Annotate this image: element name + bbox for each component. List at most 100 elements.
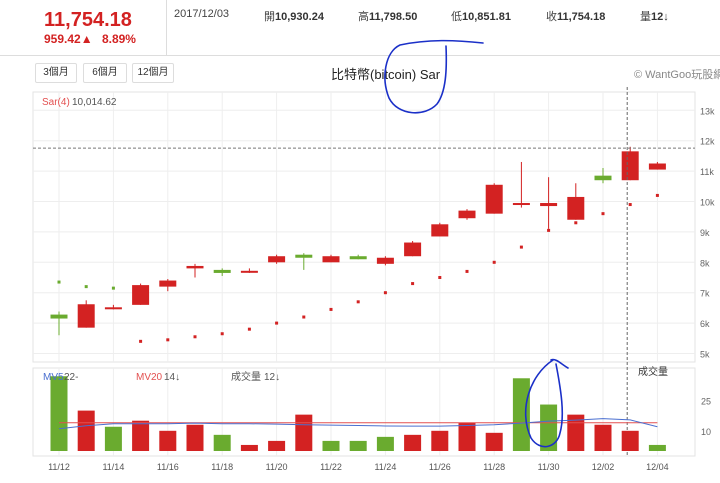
volume-y-tick: 25 [701,397,711,407]
change-percent: 8.89% [101,32,136,46]
price-y-tick: 11k [700,167,714,177]
volume-bar [404,434,422,451]
ma20-legend-value: 14↓ [164,372,180,383]
volume-y-tick: 10 [701,427,711,437]
range-3m-button[interactable]: 3個月 [35,63,77,83]
volume-legend-value: 12↓ [264,372,280,383]
candle-body [268,256,286,263]
volume-bar [213,434,231,451]
volume-legend-name: 成交量 [231,370,261,383]
x-tick-label: 11/14 [102,462,124,472]
price-y-tick: 12k [700,137,715,147]
candle-body [132,285,150,305]
sar-dot [166,338,170,342]
ma5-line [58,418,658,430]
sar-dot [519,245,523,249]
volume-bar [431,430,449,451]
sar-dot [275,321,279,325]
sar-dot [84,285,88,289]
candle-body [404,242,422,257]
volume-bar [458,422,476,451]
candle-body [621,151,639,181]
range-6m-button[interactable]: 6個月 [83,63,127,83]
sar-dot [356,300,360,304]
handwritten-circle-annotation [524,358,569,448]
ma5-legend-value: 22- [64,372,78,383]
x-tick-label: 11/16 [157,462,179,472]
candle-body [594,175,612,181]
price-y-tick: 13k [700,106,715,116]
price-y-tick: 10k [700,198,715,208]
candle-body [567,196,585,220]
volume-bar [376,436,394,451]
open-value: 開10,930.24 [264,11,324,23]
candle-body [295,254,313,258]
sar-dot [411,282,415,286]
sar-dot [247,327,251,331]
crosshair-volume-label: 成交量 [638,365,668,378]
sar-dot [601,212,605,216]
sar-dot [111,286,115,290]
ma5-legend-name: MV5 [43,372,64,383]
x-tick-label: 12/02 [592,462,615,472]
candle-body [159,280,177,287]
change-amount: 959.42▲ [44,32,93,46]
sar-dot [383,291,387,295]
candle-body [431,224,449,237]
x-tick-label: 11/28 [483,462,505,472]
volume-bar [77,410,95,451]
quote-date: 2017/12/03 [174,8,230,20]
x-tick-label: 11/22 [320,462,342,472]
volume-bar [349,440,367,451]
close-value: 收11,754.18 [546,11,606,23]
candle-body [648,163,666,170]
sar-dot [329,307,333,311]
x-tick-label: 11/20 [266,462,288,472]
sar-dot [302,315,306,319]
sar-dot [574,221,578,225]
last-price: 11,754.18 [44,9,132,31]
candle-body [240,270,258,273]
volume-bar [159,430,177,451]
volume-bar [621,430,639,451]
ma20-legend-name: MV20 [136,372,163,383]
sar-dot [628,203,632,207]
candle-body [485,184,503,214]
volume-pane-frame [32,367,696,457]
sar-dot [655,193,659,197]
high-value: 高11,798.50 [358,11,418,23]
volume-bar [104,426,122,451]
price-change: 959.42▲ 8.89% [44,32,142,46]
price-pane-frame [32,91,696,363]
volume-bar [268,440,286,451]
sar-dot [492,260,496,264]
volume-bar [186,424,204,451]
sar-dot [139,339,143,343]
volume-value: 量12↓ [640,11,669,23]
header-divider [166,0,167,55]
x-tick-label: 11/12 [48,462,70,472]
volume-bar [240,444,258,451]
candle-body [376,257,394,264]
price-y-tick: 7k [700,289,710,299]
sar-dot [547,228,551,232]
sar-dot [193,335,197,339]
price-y-tick: 6k [700,319,710,329]
candle-body [540,203,558,207]
price-y-tick: 9k [700,228,710,238]
x-tick-label: 12/04 [646,462,669,472]
volume-bar [512,378,530,451]
candle-body [77,304,95,328]
price-y-tick: 8k [700,258,710,268]
volume-bar [485,432,503,451]
volume-bar [567,414,585,451]
volume-bar [540,404,558,451]
volume-bar [132,420,150,451]
handwritten-loop-annotation [384,39,484,114]
range-12m-button[interactable]: 12個月 [132,63,174,83]
quote-header: 11,754.18 959.42▲ 8.89% 2017/12/03 開10,9… [0,0,720,56]
candle-body [213,269,231,273]
candle-body [512,203,530,206]
volume-bar [295,414,313,451]
